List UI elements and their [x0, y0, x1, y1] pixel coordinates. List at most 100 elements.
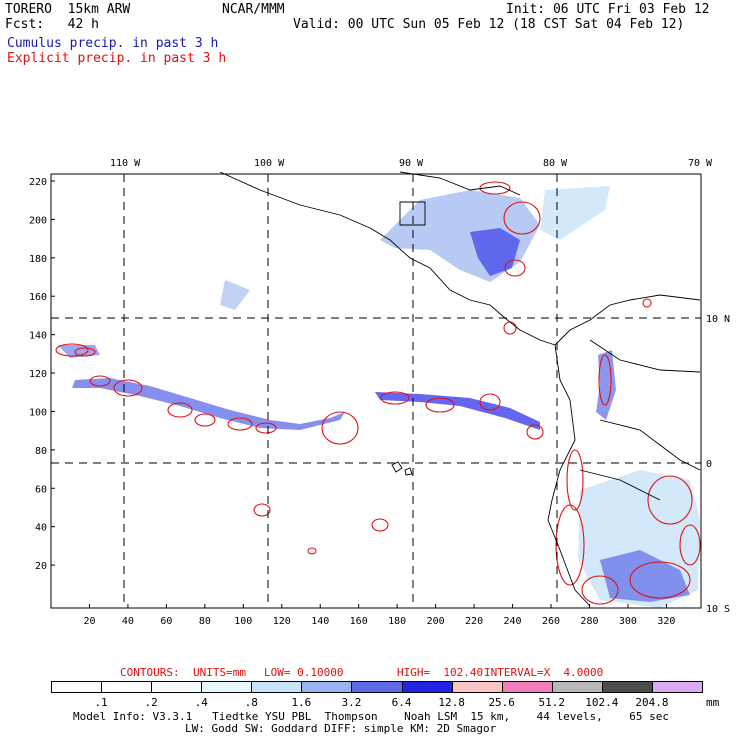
x-tick-label: 120 — [273, 616, 291, 627]
colorbar-label: 1.6 — [291, 696, 312, 709]
lat-label-10s: 10 S — [706, 604, 730, 615]
colorbar-label: .1 — [94, 696, 108, 709]
x-tick-label: 300 — [619, 616, 637, 627]
colorbar-swatch — [401, 681, 453, 693]
colorbar-label: 6.4 — [391, 696, 412, 709]
footer-model-info: Model Info: V3.3.1 Tiedtke YSU PBL Thomp… — [73, 710, 670, 723]
colorbar-label: 102.4 — [585, 696, 619, 709]
x-tick-label: 180 — [388, 616, 406, 627]
contour-band-1 — [89, 375, 111, 387]
contour-ca-2 — [503, 201, 541, 235]
contour-band-10 — [479, 393, 501, 411]
colorbar-swatch — [101, 681, 153, 693]
x-tick-label: 20 — [83, 616, 95, 627]
lon-label-70w: 70 W — [688, 158, 713, 169]
y-tick-label: 40 — [35, 523, 47, 534]
colorbar-label: 204.8 — [635, 696, 669, 709]
map-frame — [50, 173, 702, 609]
coast-mexico — [219, 171, 556, 346]
lon-label-100w: 100 W — [254, 158, 285, 169]
lon-label-110w: 110 W — [110, 158, 141, 169]
contour-amazon-3 — [679, 524, 701, 566]
contour-nw — [642, 298, 652, 308]
x-tick-label: 260 — [542, 616, 560, 627]
lat-label-10n: 10 N — [706, 314, 730, 325]
cumulus-band-west — [72, 378, 345, 430]
border-1 — [399, 201, 426, 226]
contour-andes-2 — [555, 504, 585, 586]
colorbar-label: .2 — [144, 696, 158, 709]
colorbar-swatch — [451, 681, 503, 693]
cumulus-north — [220, 280, 250, 310]
contour-band-7 — [321, 411, 359, 445]
coast-south-america — [547, 344, 591, 607]
y-tick-label: 200 — [29, 215, 47, 226]
y-tick-label: 80 — [35, 446, 47, 457]
colorbar-swatch — [601, 681, 653, 693]
legend-cumulus: Cumulus precip. in past 3 h — [7, 36, 219, 51]
y-tick-label: 220 — [29, 177, 47, 188]
colorbar-swatch — [651, 681, 703, 693]
colorbar-swatch — [51, 681, 103, 693]
contour-band-4 — [194, 413, 216, 427]
x-tick-label: 200 — [427, 616, 445, 627]
cumulus-amazon-core — [600, 550, 690, 602]
contour-band-6 — [255, 422, 277, 434]
contour-pacific-3 — [307, 547, 317, 555]
init-time: Init: 06 UTC Fri 03 Feb 12 — [506, 2, 710, 17]
x-tick-label: 40 — [122, 616, 134, 627]
border-2 — [589, 339, 701, 373]
y-tick-label: 100 — [29, 407, 47, 418]
x-tick-label: 240 — [504, 616, 522, 627]
colorbar-label: .8 — [244, 696, 258, 709]
contour-band-5 — [227, 417, 253, 431]
y-tick-label: 20 — [35, 561, 47, 572]
contours-high: HIGH= 102.40 — [397, 666, 484, 679]
x-tick-label: 80 — [199, 616, 211, 627]
y-tick-label: 120 — [29, 369, 47, 380]
contour-west-2 — [74, 347, 96, 357]
org-name: NCAR/MMM — [222, 2, 285, 17]
coast-yucatan — [399, 171, 521, 196]
plot-border — [50, 173, 702, 609]
cumulus-gulf — [540, 186, 610, 240]
contours-interval: INTERVAL=X 4.0000 — [484, 666, 604, 679]
colorbar-swatch — [351, 681, 403, 693]
contour-amazon-2 — [629, 561, 691, 599]
cumulus-west-cluster — [58, 345, 100, 358]
contour-andes-1 — [566, 449, 584, 511]
colorbar-label: 51.2 — [538, 696, 566, 709]
contour-pacific-2 — [371, 518, 389, 532]
y-tick-label: 140 — [29, 331, 47, 342]
colorbar-label: .4 — [194, 696, 208, 709]
contour-band-8 — [380, 391, 410, 405]
colorbar-label: 25.6 — [488, 696, 515, 709]
colorbar-swatch — [501, 681, 553, 693]
coast-colombia — [554, 294, 701, 346]
contour-ca-3 — [504, 259, 526, 277]
contour-colombia — [598, 354, 612, 406]
cumulus-central-core — [470, 228, 520, 276]
lon-label-90w: 90 W — [399, 158, 424, 169]
lon-label-80w: 80 W — [543, 158, 568, 169]
x-tick-label: 320 — [657, 616, 675, 627]
cumulus-colombia — [596, 350, 616, 420]
colorbar-label: 3.2 — [341, 696, 362, 709]
contours-low: LOW= 0.10000 — [264, 666, 344, 679]
legend-explicit: Explicit precip. in past 3 h — [7, 51, 227, 66]
contour-band-2 — [113, 379, 143, 397]
valid-time: Valid: 00 UTC Sun 05 Feb 12 (18 CST Sat … — [293, 17, 685, 32]
colorbar-swatch — [551, 681, 603, 693]
border-3 — [599, 419, 701, 471]
galapagos — [391, 461, 413, 476]
colorbar-swatch — [301, 681, 353, 693]
x-tick-label: 100 — [234, 616, 252, 627]
colorbar-swatch — [151, 681, 203, 693]
contour-band-9 — [425, 397, 455, 413]
contour-amazon-1 — [647, 475, 693, 525]
border-4 — [579, 469, 661, 501]
contour-ca-4 — [503, 321, 517, 335]
y-tick-label: 160 — [29, 292, 47, 303]
forecast-hour: Fcst: 42 h — [5, 17, 99, 32]
